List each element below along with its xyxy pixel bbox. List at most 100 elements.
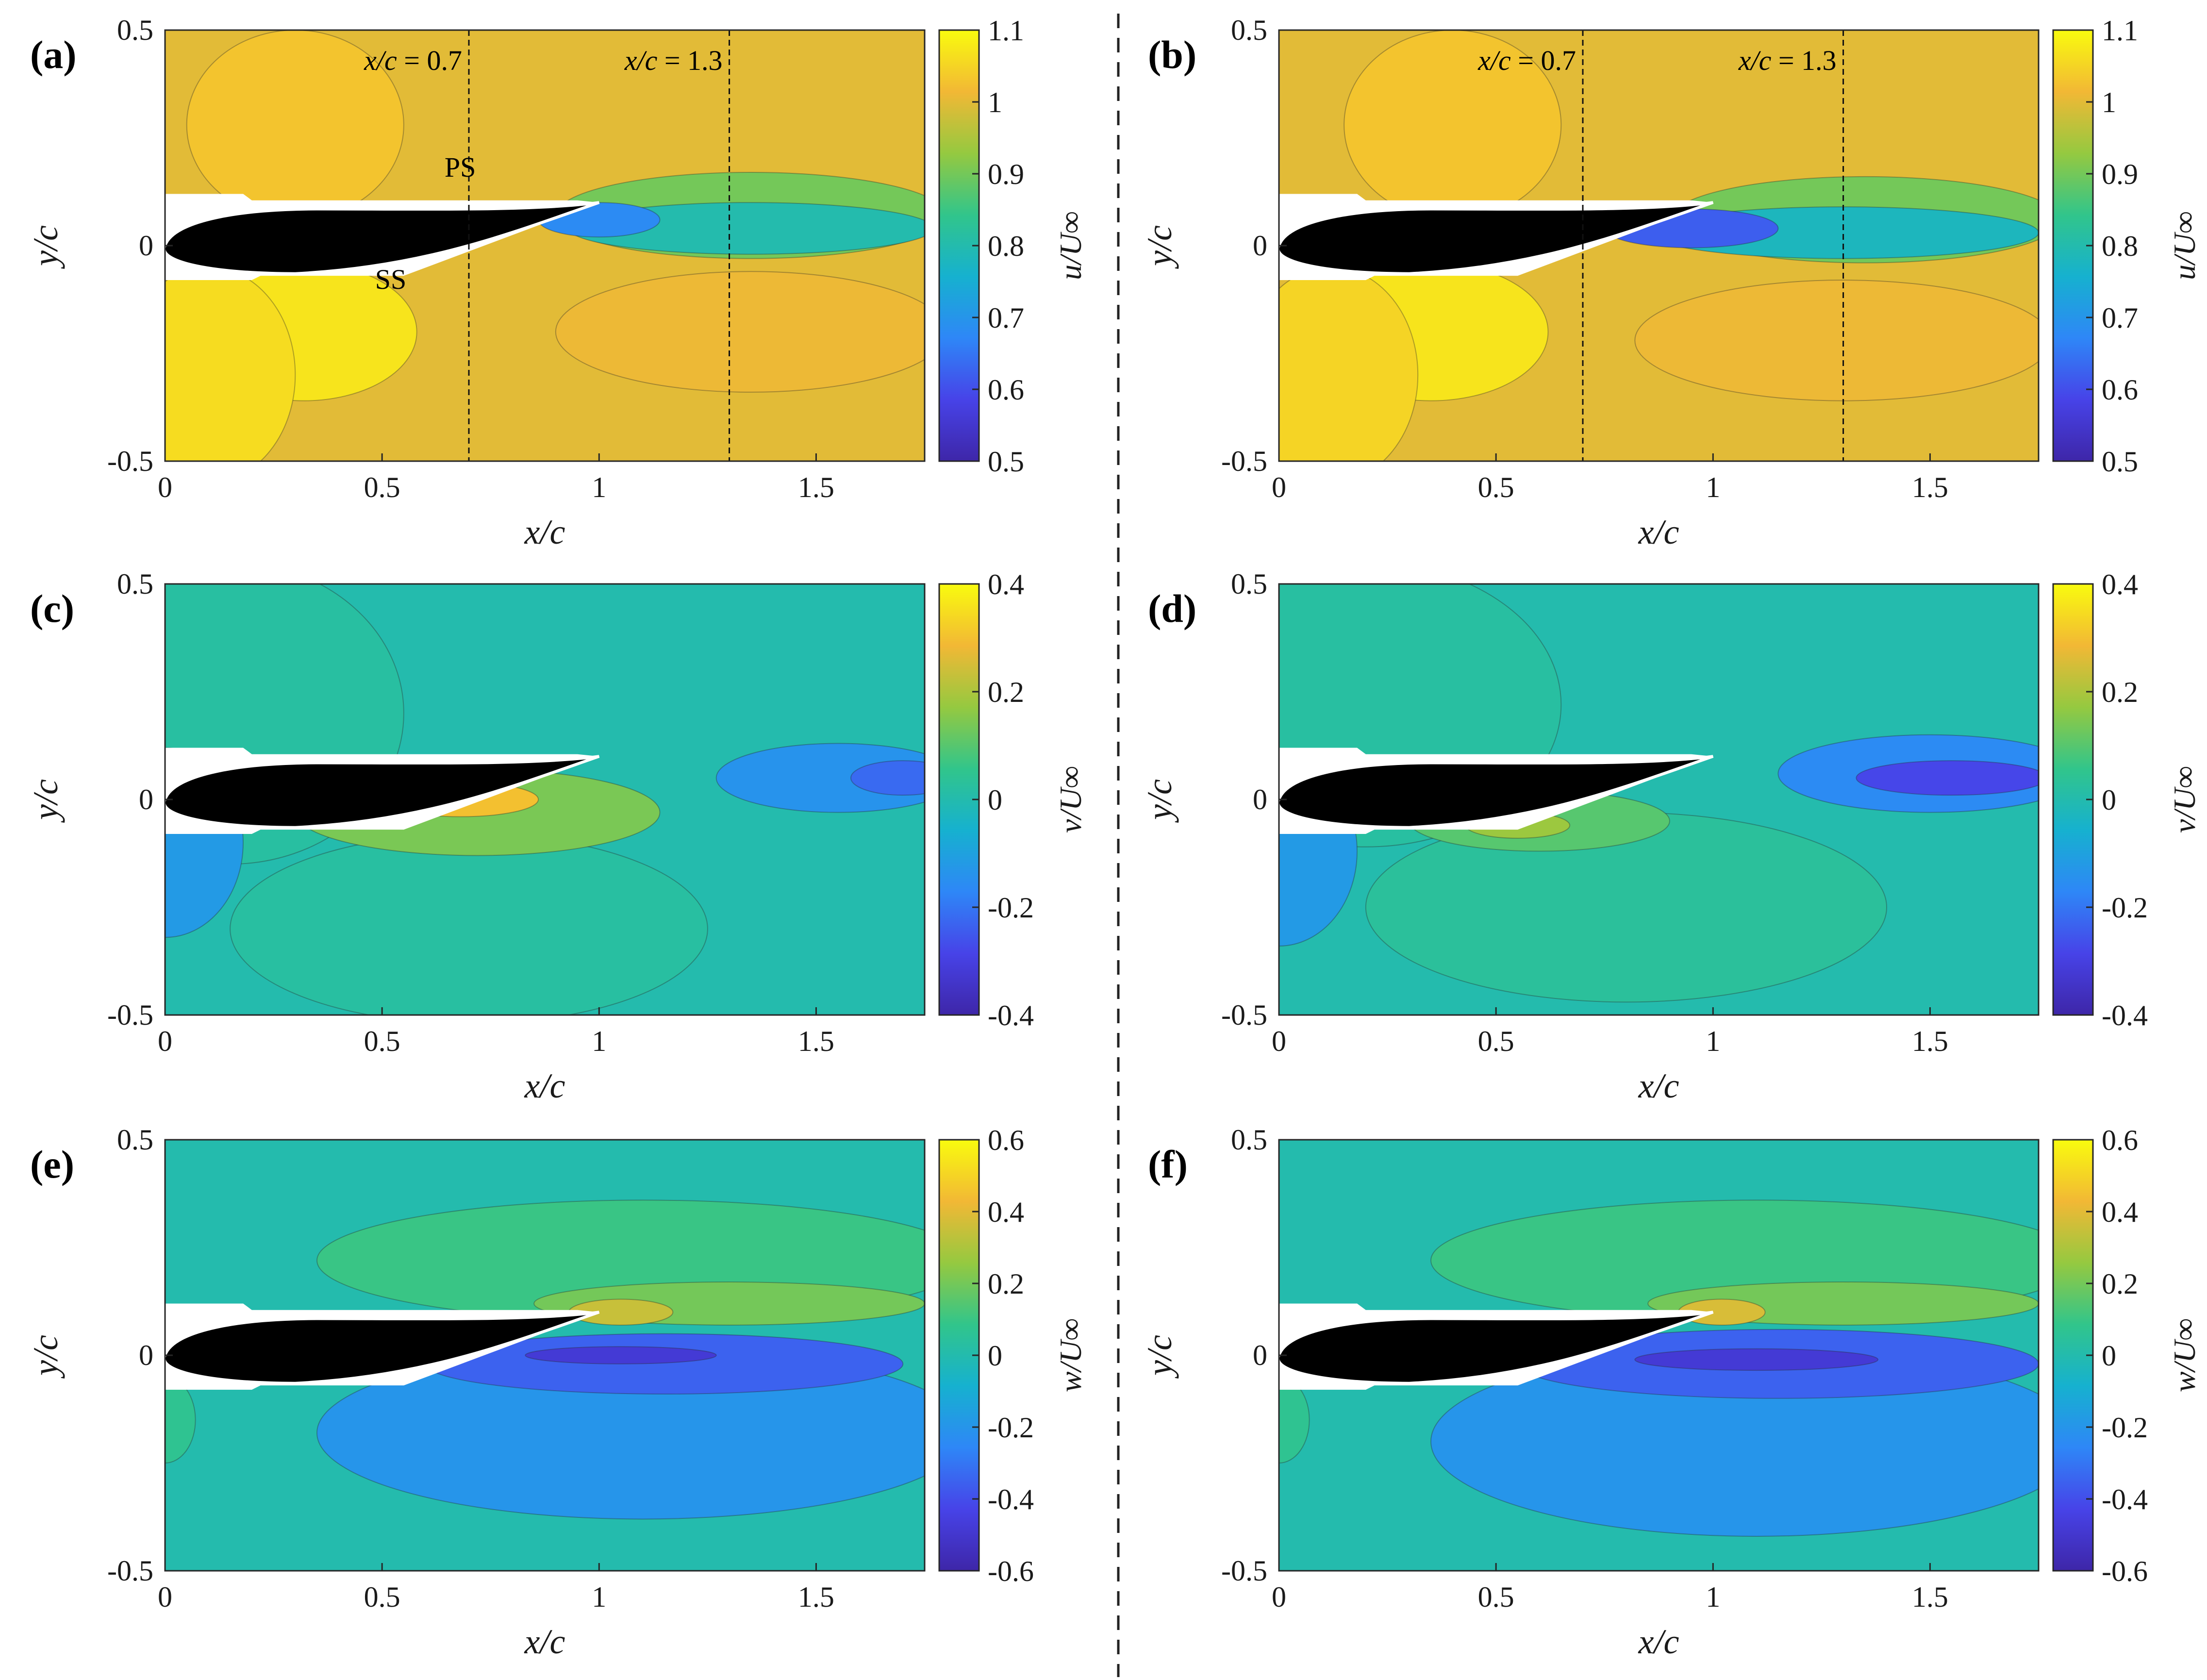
airfoil-shape: [1279, 1311, 1714, 1385]
colorbar-tick-label: -0.4: [2102, 999, 2148, 1031]
colorbar-tick-label: -0.6: [2102, 1555, 2148, 1587]
colorbar-label: v/U∞: [1053, 766, 1088, 833]
colorbar-tick-label: 1: [2102, 86, 2116, 118]
panel-label: (b): [1148, 33, 1196, 77]
y-axis-label: y/c: [26, 225, 65, 269]
annotation-ps: PS: [445, 151, 476, 183]
x-tick-label: 0.5: [1478, 1025, 1514, 1057]
x-axis-label: x/c: [1638, 1622, 1679, 1661]
panel-label: (f): [1148, 1142, 1188, 1186]
y-tick-label: -0.5: [107, 445, 153, 477]
x-axis-label: x/c: [1638, 513, 1679, 551]
colorbar-tick-label: 1: [988, 86, 1002, 118]
colorbar-tick-label: -0.4: [2102, 1483, 2148, 1515]
colorbar: 0.5 0.6 0.7 0.8 0.9 1 1.1 u/U∞: [2052, 15, 2202, 478]
x-tick-label: 0.5: [1478, 1581, 1514, 1613]
contour-field: [1279, 30, 2039, 461]
x-tick-label: 0: [158, 1025, 172, 1057]
y-axis-label: y/c: [26, 1335, 65, 1379]
region-wake-strong-low: [850, 760, 925, 796]
colorbar-tick-label: 0.5: [988, 446, 1024, 478]
colorbar-tick-label: 0.7: [2102, 302, 2138, 334]
colorbar-tick-label: 0.7: [988, 302, 1024, 334]
airfoil-shape: [1279, 755, 1714, 829]
panel-d: 0 0.5 1 1.5-0.500.5x/cy/c(d)-0.4-0.200.20.4…: [1140, 568, 2202, 1105]
colorbar-tick-label: 0.4: [988, 1196, 1024, 1228]
colorbar-tick-label: 0.6: [2102, 1124, 2138, 1156]
reference-line-label: x/c = 0.7: [364, 45, 462, 76]
airfoil-shape: [165, 1311, 600, 1385]
panel-e: 0 0.5 1 1.5-0.500.5x/cy/c(e)-0.6-0.4-0.200.…: [26, 1124, 1088, 1661]
region-wake-strong-low: [1856, 760, 2039, 796]
x-tick-label: 1: [592, 1025, 606, 1057]
region-wake-lower: [555, 271, 925, 393]
y-axis-label: y/c: [1140, 225, 1179, 269]
y-tick-label: 0: [139, 783, 153, 815]
region-lower-peak: [525, 1346, 717, 1364]
x-tick-label: 1: [592, 1581, 606, 1613]
x-tick-label: 0.5: [364, 471, 400, 503]
colorbar-tick-label: 0.8: [2102, 230, 2138, 262]
y-tick-label: -0.5: [107, 1555, 153, 1587]
y-tick-label: 0.5: [117, 568, 153, 600]
y-tick-label: 0.5: [1231, 568, 1267, 600]
y-tick-label: -0.5: [1221, 445, 1267, 477]
x-tick-label: 0: [1272, 471, 1286, 503]
x-tick-label: 0: [158, 471, 172, 503]
reference-line-label: x/c = 0.7: [1477, 45, 1576, 76]
panel-label: (a): [30, 33, 77, 77]
y-tick-label: 0.5: [117, 1124, 153, 1156]
x-tick-label: 1.5: [798, 471, 834, 503]
region-leading-edge-high: [1279, 1376, 1310, 1464]
colorbar-tick-label: -0.4: [988, 1483, 1034, 1515]
colorbar: -0.4 -0.2 0 0.2 0.4 v/U∞: [2052, 568, 2202, 1031]
panel-b: x/c = 0.7 x/c = 1.30 0.5 1 1.5-0.500.5x/cy/c…: [1140, 14, 2202, 551]
y-axis-label: y/c: [1140, 1335, 1179, 1379]
airfoil-shape: [1279, 201, 1714, 275]
contour-field: [165, 1140, 925, 1571]
x-axis-label: x/c: [524, 513, 565, 551]
reference-line-label: x/c = 1.3: [624, 45, 723, 76]
colorbar-label: v/U∞: [2167, 766, 2202, 833]
y-axis-label: y/c: [26, 779, 65, 823]
colorbar-tick-label: 0.2: [988, 1268, 1024, 1300]
region-leading-edge-high: [165, 1376, 196, 1464]
y-tick-label: 0: [139, 230, 153, 262]
y-tick-label: -0.5: [1221, 1555, 1267, 1587]
colorbar-tick-label: 0.2: [2102, 676, 2138, 708]
y-tick-label: -0.5: [107, 999, 153, 1031]
colorbar: 0.5 0.6 0.7 0.8 0.9 1 1.1 u/U∞: [938, 15, 1088, 478]
x-tick-label: 0: [1272, 1581, 1286, 1613]
y-axis-label: y/c: [1140, 779, 1179, 823]
y-tick-label: 0: [1253, 230, 1267, 262]
x-tick-label: 1: [1706, 1025, 1720, 1057]
x-tick-label: 1.5: [798, 1025, 834, 1057]
colorbar-tick-label: 0.6: [2102, 374, 2138, 406]
colorbar-tick-label: 0.4: [2102, 1196, 2138, 1228]
x-axis-label: x/c: [1638, 1066, 1679, 1105]
colorbar-tick-label: -0.2: [2102, 892, 2148, 924]
region-wake-low: [715, 743, 925, 813]
panel-c: 0 0.5 1 1.5-0.500.5x/cy/c(c)-0.4-0.200.20.4…: [26, 568, 1088, 1105]
y-tick-label: 0.5: [117, 14, 153, 46]
region-lower-peak: [1634, 1348, 1879, 1371]
colorbar-tick-label: 0.4: [2102, 568, 2138, 600]
colorbar-tick-label: -0.2: [2102, 1412, 2148, 1444]
colorbar-tick-label: 0: [2102, 784, 2116, 816]
contour-field: [1279, 1140, 2039, 1571]
x-tick-label: 0: [1272, 1025, 1286, 1057]
colorbar-tick-label: 0.5: [2102, 446, 2138, 478]
colorbar-tick-label: -0.4: [988, 999, 1034, 1031]
panel-label: (d): [1148, 586, 1196, 631]
colorbar-tick-label: 0.2: [988, 676, 1024, 708]
colorbar-tick-label: 0.9: [2102, 158, 2138, 190]
x-axis-label: x/c: [524, 1622, 565, 1661]
colorbar-tick-label: 0.2: [2102, 1268, 2138, 1300]
y-tick-label: -0.5: [1221, 999, 1267, 1031]
reference-line-label: x/c = 1.3: [1738, 45, 1837, 76]
colorbar-tick-label: 0.9: [988, 158, 1024, 190]
contour-field: [165, 584, 925, 1015]
